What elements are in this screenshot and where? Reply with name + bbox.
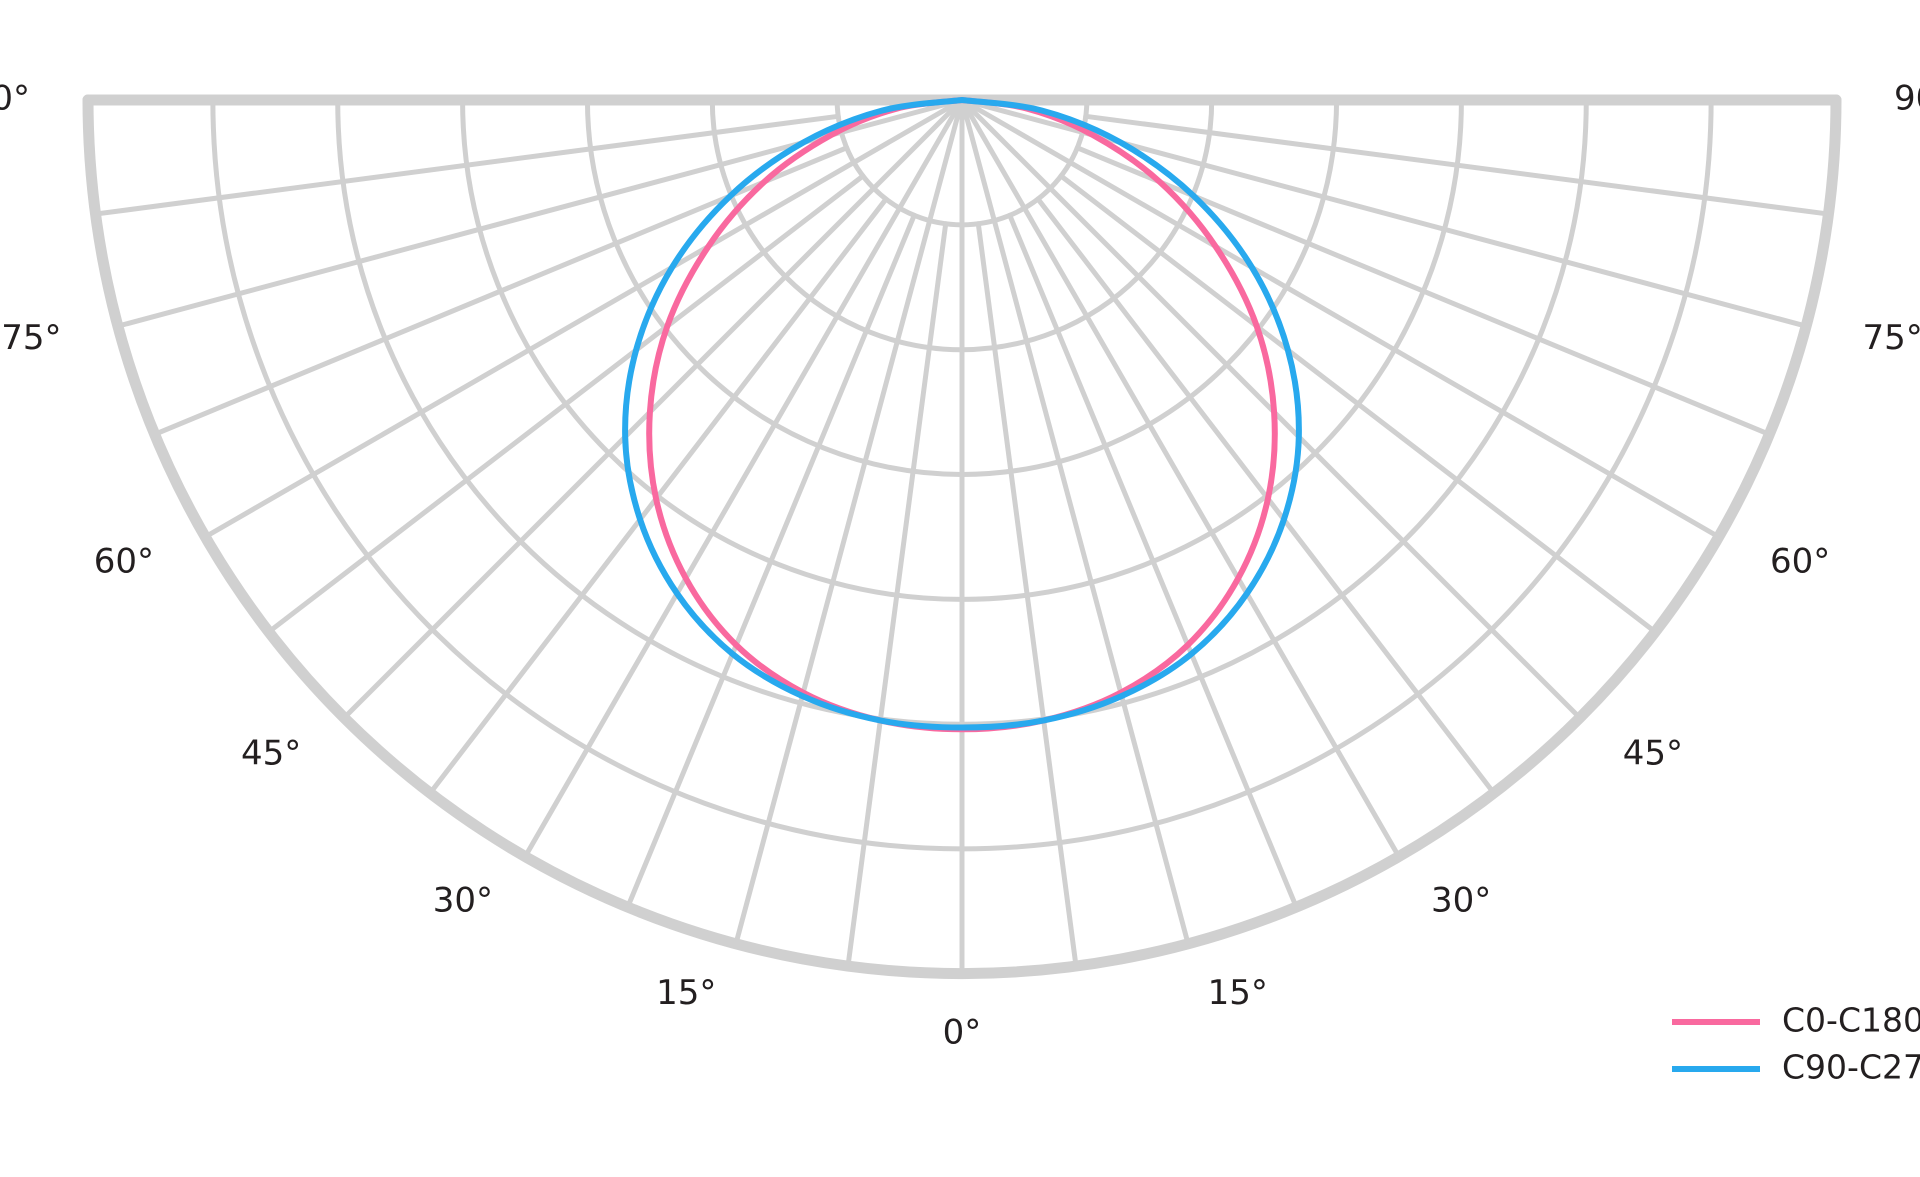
angle-tick-label: 0° [943,1013,982,1053]
angle-tick-label: 45° [1623,733,1683,773]
angle-tick-label: 15° [1208,973,1268,1013]
grid-spoke [959,97,1722,540]
grid-spoke [975,221,1079,970]
distribution-curves [622,97,1302,733]
angle-tick-label: 30° [1431,880,1491,920]
angle-tick-label: 90° [1894,79,1920,119]
grid-spoke [1058,173,1658,635]
angle-tick-label: 30° [433,880,493,920]
angle-tick-label: 60° [94,542,154,582]
grid-spoke [625,212,917,910]
curve-c90-c270 [622,97,1302,731]
angle-tick-label: 45° [241,733,301,773]
grid-spoke [959,97,1191,947]
grid-spoke [959,97,1402,860]
angle-tick-label: 75° [1862,318,1920,358]
grid-spoke [1083,113,1832,217]
grid-spoke [733,97,965,947]
grid-spoke [202,97,965,540]
angle-axis-labels: 90° 75° 60° 45° 30° 15° 0° 15° 30° 45° 60° 75° 90° [0,79,1920,1053]
grid-spoke [92,113,841,217]
grid-spoke [1007,212,1299,910]
angle-tick-label: 15° [656,973,716,1013]
grid-spoke [845,221,949,970]
angle-tick-label: 60° [1770,542,1830,582]
outer-arc [82,94,1842,980]
grid-spoke [522,97,965,860]
legend-label[interactable]: C90-C270 [1782,1048,1920,1087]
legend-label[interactable]: C0-C180 [1782,1001,1920,1040]
angle-tick-label: 75° [1,318,61,358]
chart-legend[interactable]: C0-C180 C90-C270 [1672,1001,1920,1087]
grid-spoke [266,173,866,635]
angle-tick-label: 90° [0,79,30,119]
angular-grid-spokes [92,97,1832,977]
